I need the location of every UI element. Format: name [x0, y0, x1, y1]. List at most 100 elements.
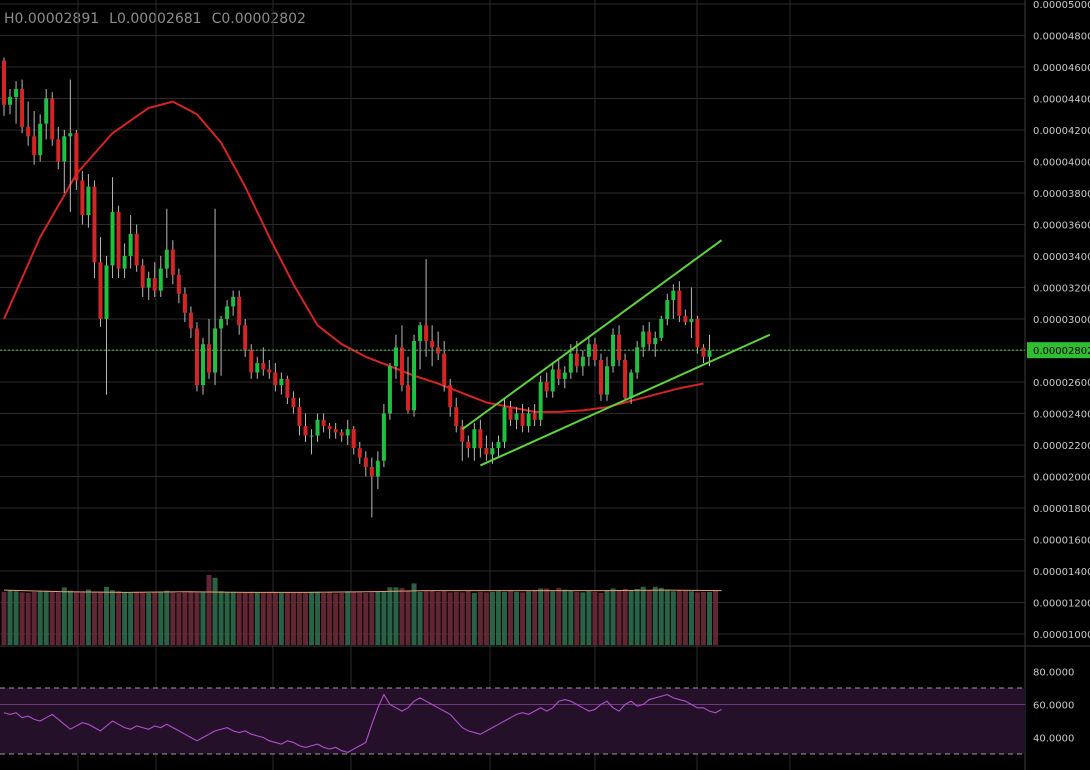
- volume-bar: [91, 591, 97, 645]
- candle-body: [550, 369, 555, 392]
- candle-body: [532, 413, 537, 420]
- volume-bar: [200, 591, 206, 645]
- volume-bar: [544, 588, 550, 645]
- candles: [0, 57, 1025, 518]
- volume-bar: [140, 592, 146, 645]
- volume-bar: [640, 586, 646, 645]
- candle-body: [237, 296, 242, 326]
- moving-average: [3, 100, 704, 413]
- volume-bar: [7, 590, 13, 645]
- candle-body: [653, 337, 658, 345]
- volume-bar: [254, 592, 260, 645]
- candle-body: [158, 268, 163, 291]
- candle-body: [381, 413, 386, 461]
- volume-bar: [79, 592, 85, 645]
- candle-body: [303, 426, 308, 436]
- candle-body: [635, 347, 640, 373]
- candle-body: [249, 350, 254, 373]
- candle-body: [14, 89, 19, 97]
- volume-bar: [387, 587, 393, 645]
- volume-bar: [393, 587, 399, 645]
- candle-body: [273, 372, 278, 386]
- volume-bar: [25, 592, 31, 645]
- volume-bar: [170, 592, 176, 645]
- volume-bar: [676, 590, 682, 645]
- volume-bar: [67, 590, 73, 645]
- volume-pane: [1, 575, 722, 645]
- volume-bar: [284, 592, 290, 645]
- candle-body: [406, 385, 411, 411]
- volume-bar: [713, 590, 719, 645]
- candle-body: [695, 318, 700, 348]
- volume-bar: [622, 589, 628, 645]
- volume-bar: [447, 592, 453, 645]
- candle-body: [231, 296, 236, 307]
- rsi-band: [0, 688, 1025, 754]
- volume-bar: [405, 590, 411, 645]
- price-tick-label: 0.00002600: [1033, 378, 1090, 389]
- volume-bar: [128, 592, 134, 645]
- candle-body: [243, 325, 248, 351]
- candle-body: [478, 429, 483, 449]
- candle-body: [454, 407, 459, 427]
- candle-body: [104, 265, 109, 319]
- candle-body: [502, 407, 507, 442]
- candle-body: [689, 318, 694, 323]
- candle-body: [369, 467, 374, 477]
- rsi-tick-label: 40.0000: [1033, 734, 1074, 745]
- volume-bar: [230, 592, 236, 645]
- volume-bar: [73, 591, 79, 645]
- candle-body: [32, 136, 37, 156]
- volume-bar: [664, 589, 670, 645]
- volume-bar: [574, 591, 580, 645]
- candle-body: [556, 369, 561, 379]
- volume-bar: [634, 589, 640, 645]
- volume-bar: [363, 592, 369, 645]
- price-tick-label: 0.00002200: [1033, 441, 1090, 452]
- price-tick-label: 0.00001200: [1033, 598, 1090, 609]
- candle-body: [598, 359, 603, 395]
- price-axis: 0.00001000 0.00001200 0.00001400 0.00001600…: [1027, 0, 1090, 745]
- volume-bar: [477, 591, 483, 645]
- candle-body: [68, 133, 73, 137]
- price-tick-label: 0.00004200: [1033, 126, 1090, 137]
- candle-body: [399, 347, 404, 386]
- volume-bar: [646, 590, 652, 645]
- volume-bar: [188, 591, 194, 645]
- candle-body: [309, 435, 314, 437]
- candle-body: [574, 353, 579, 367]
- candle-body: [659, 318, 664, 338]
- candle-body: [562, 372, 567, 379]
- volume-bar: [110, 590, 116, 645]
- candle-body: [472, 429, 477, 449]
- volume-bar: [658, 587, 664, 645]
- volume-bar: [501, 591, 507, 645]
- candle-body: [80, 180, 85, 216]
- candle-body: [194, 328, 199, 386]
- candle-body: [701, 347, 706, 357]
- trend-line: [461, 239, 723, 431]
- candle-body: [134, 233, 139, 266]
- candle-body: [321, 419, 326, 427]
- volume-bar: [327, 592, 333, 645]
- volume-bar: [303, 592, 308, 645]
- candle-body: [514, 413, 519, 420]
- volume-bar: [158, 592, 164, 645]
- price-tick-label: 0.00004600: [1033, 63, 1090, 74]
- candle-body: [285, 378, 290, 398]
- candle-body: [508, 407, 513, 420]
- volume-bar: [49, 591, 55, 645]
- price-tick-label: 0.00003200: [1033, 283, 1090, 294]
- volume-bar: [290, 592, 296, 645]
- volume-bar: [375, 591, 381, 645]
- candle-body: [2, 60, 6, 105]
- candle-body: [176, 274, 181, 294]
- volume-bar: [459, 592, 465, 645]
- candle-body: [279, 378, 284, 386]
- candle-body: [707, 350, 712, 357]
- candle-body: [345, 429, 350, 436]
- candle-body: [592, 344, 597, 360]
- volume-bar: [616, 590, 622, 645]
- volume-bar: [562, 589, 568, 645]
- candle-body: [200, 344, 205, 386]
